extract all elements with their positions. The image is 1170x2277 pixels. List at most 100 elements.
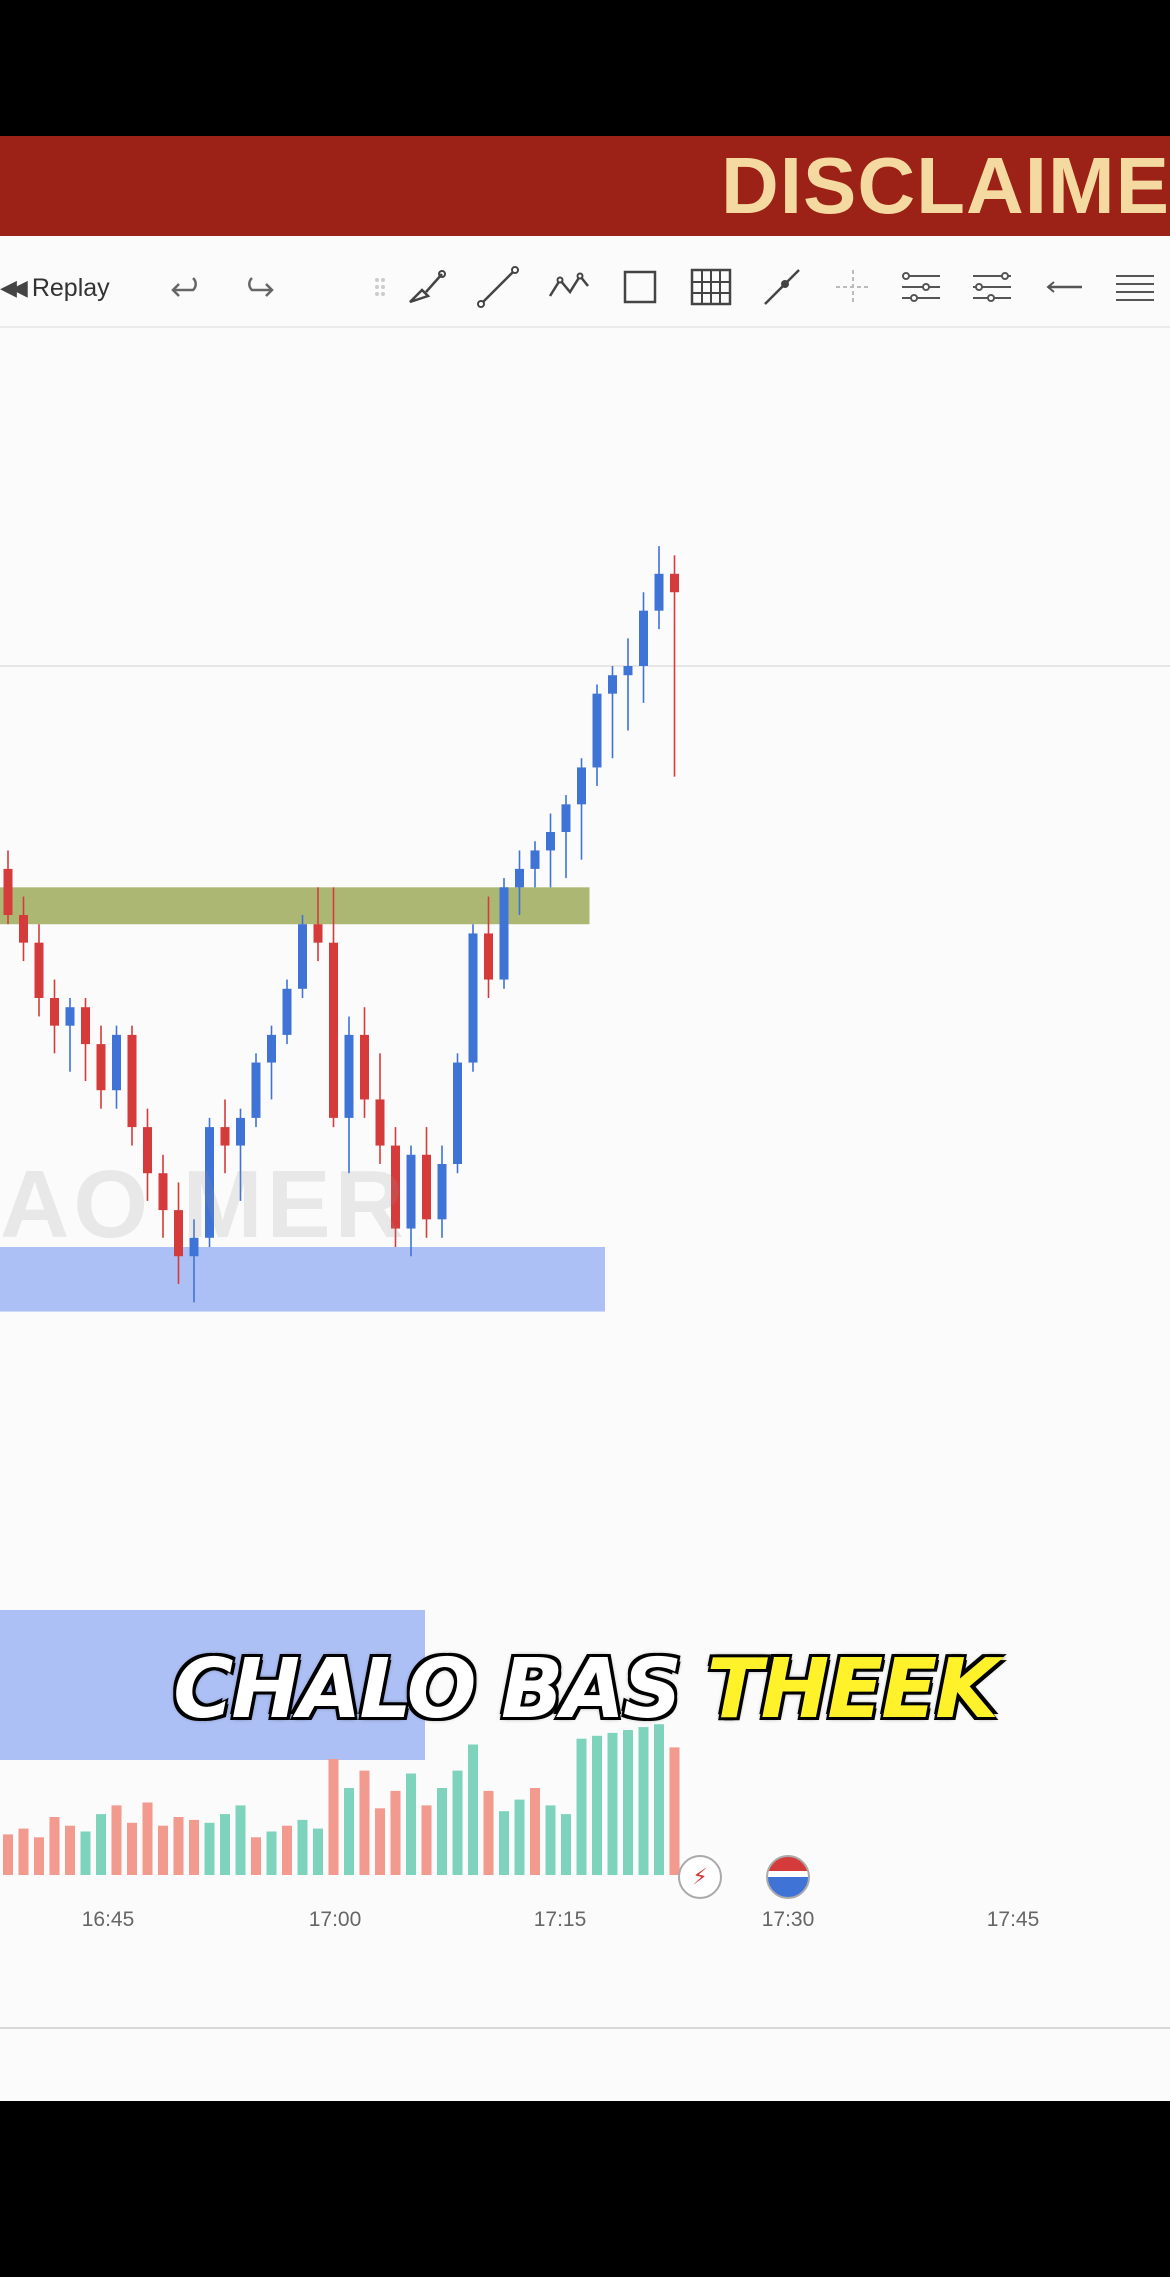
- candle-body: [205, 1127, 214, 1238]
- flag-marker-icon[interactable]: [766, 1855, 810, 1899]
- volume-bar: [514, 1799, 525, 1875]
- chart-bottom-border: [0, 2027, 1170, 2029]
- time-label: 17:30: [761, 1908, 815, 1931]
- candle-body: [546, 832, 555, 851]
- volume-zone: [0, 1610, 425, 1760]
- volume-bar: [111, 1805, 122, 1875]
- lines-icon[interactable]: [1110, 262, 1160, 312]
- disclaimer-banner: DISCLAIME: [0, 136, 1170, 236]
- pattern-icon[interactable]: [967, 262, 1017, 312]
- volume-bar: [80, 1831, 91, 1875]
- candle-body: [453, 1062, 462, 1164]
- candle-body: [81, 1007, 90, 1045]
- volume-bar: [220, 1814, 230, 1875]
- replay-button[interactable]: ◀◀ Replay: [0, 268, 110, 308]
- caption-yellow: THEEK: [706, 1642, 999, 1737]
- volume-bar: [406, 1773, 416, 1875]
- candle-body: [468, 933, 478, 1063]
- volume-bar: [607, 1732, 618, 1875]
- volume-bar: [437, 1788, 447, 1875]
- rectangle-icon[interactable]: [615, 262, 665, 312]
- caption-white: CHALO BAS: [173, 1642, 682, 1737]
- time-label: 17:15: [533, 1908, 587, 1931]
- candle-body: [34, 942, 44, 998]
- candle-body: [112, 1034, 121, 1091]
- lightning-marker-icon[interactable]: ⚡: [678, 1855, 722, 1899]
- volume-bar: [576, 1738, 587, 1875]
- candle-body: [298, 924, 307, 989]
- candle-body: [19, 915, 28, 943]
- volume-bar: [452, 1770, 463, 1875]
- volume-bar: [468, 1744, 478, 1875]
- candle-body: [592, 693, 602, 768]
- candle-body: [608, 675, 617, 694]
- volume-bar: [204, 1822, 215, 1875]
- volume-bar: [173, 1817, 184, 1875]
- ray-icon[interactable]: [757, 262, 807, 312]
- position-icon[interactable]: [896, 262, 946, 312]
- candle-body: [174, 1210, 183, 1257]
- candle-body: [267, 1034, 276, 1063]
- volume-bar: [142, 1802, 153, 1875]
- watermark-text: AO MER: [0, 1151, 408, 1258]
- volume-bar: [251, 1837, 261, 1875]
- volume-bar: [328, 1759, 339, 1875]
- candle-body: [158, 1173, 168, 1211]
- volume-bar: [375, 1808, 385, 1875]
- path-icon[interactable]: [544, 262, 594, 312]
- candle-body: [561, 804, 571, 832]
- volume-bar: [297, 1819, 308, 1875]
- volume-bar: [158, 1825, 168, 1875]
- candle-body: [143, 1127, 152, 1174]
- candle-body: [50, 998, 59, 1026]
- volume-bar: [235, 1805, 246, 1875]
- letterbox-bottom: [0, 2101, 1170, 2277]
- banner-text: DISCLAIME: [721, 141, 1170, 230]
- redo-icon[interactable]: [232, 262, 282, 312]
- candle-body: [360, 1034, 369, 1100]
- volume-bar: [96, 1814, 106, 1875]
- candle-body: [406, 1154, 416, 1229]
- volume-bar: [638, 1727, 649, 1875]
- candle-body: [344, 1034, 354, 1118]
- crosshair-icon[interactable]: [828, 262, 878, 312]
- volume-bar: [483, 1790, 494, 1875]
- volume-bar: [545, 1805, 556, 1875]
- trend-line-icon[interactable]: [473, 262, 523, 312]
- candle-body: [127, 1034, 137, 1128]
- undo-icon[interactable]: [163, 262, 213, 312]
- subtitle-caption: CHALO BAS THEEK: [0, 1640, 1170, 1740]
- candle-body: [329, 942, 338, 1118]
- candle-body: [313, 924, 323, 943]
- candle-body: [484, 933, 493, 980]
- volume-bar: [499, 1811, 509, 1875]
- volume-bar: [127, 1822, 137, 1875]
- volume-bar: [592, 1735, 602, 1875]
- volume-bar: [49, 1817, 60, 1875]
- volume-bar: [359, 1770, 370, 1875]
- time-label: 16:45: [81, 1908, 135, 1931]
- candle-body: [623, 666, 633, 676]
- candle-body: [437, 1164, 447, 1220]
- volume-bar: [266, 1831, 277, 1875]
- grid-icon[interactable]: [686, 262, 736, 312]
- candle-body: [639, 610, 648, 666]
- volume-bar: [561, 1814, 571, 1875]
- time-label: 17:45: [986, 1908, 1040, 1931]
- arrow-line-icon[interactable]: [1040, 262, 1090, 312]
- volume-bar: [344, 1788, 354, 1875]
- toolbar-grip-icon[interactable]: [355, 262, 405, 312]
- time-label: 17:00: [308, 1908, 362, 1931]
- brush-icon[interactable]: [402, 262, 452, 312]
- candle-body: [391, 1145, 400, 1229]
- volume-bar: [3, 1834, 13, 1875]
- replay-label: Replay: [31, 273, 110, 302]
- volume-bar: [654, 1724, 664, 1875]
- candlestick-chart[interactable]: [0, 330, 1170, 2030]
- letterbox-top: [0, 0, 1170, 136]
- candle-body: [236, 1117, 245, 1146]
- candle-body: [3, 868, 13, 915]
- volume-bar: [34, 1837, 44, 1875]
- volume-bar: [421, 1805, 432, 1875]
